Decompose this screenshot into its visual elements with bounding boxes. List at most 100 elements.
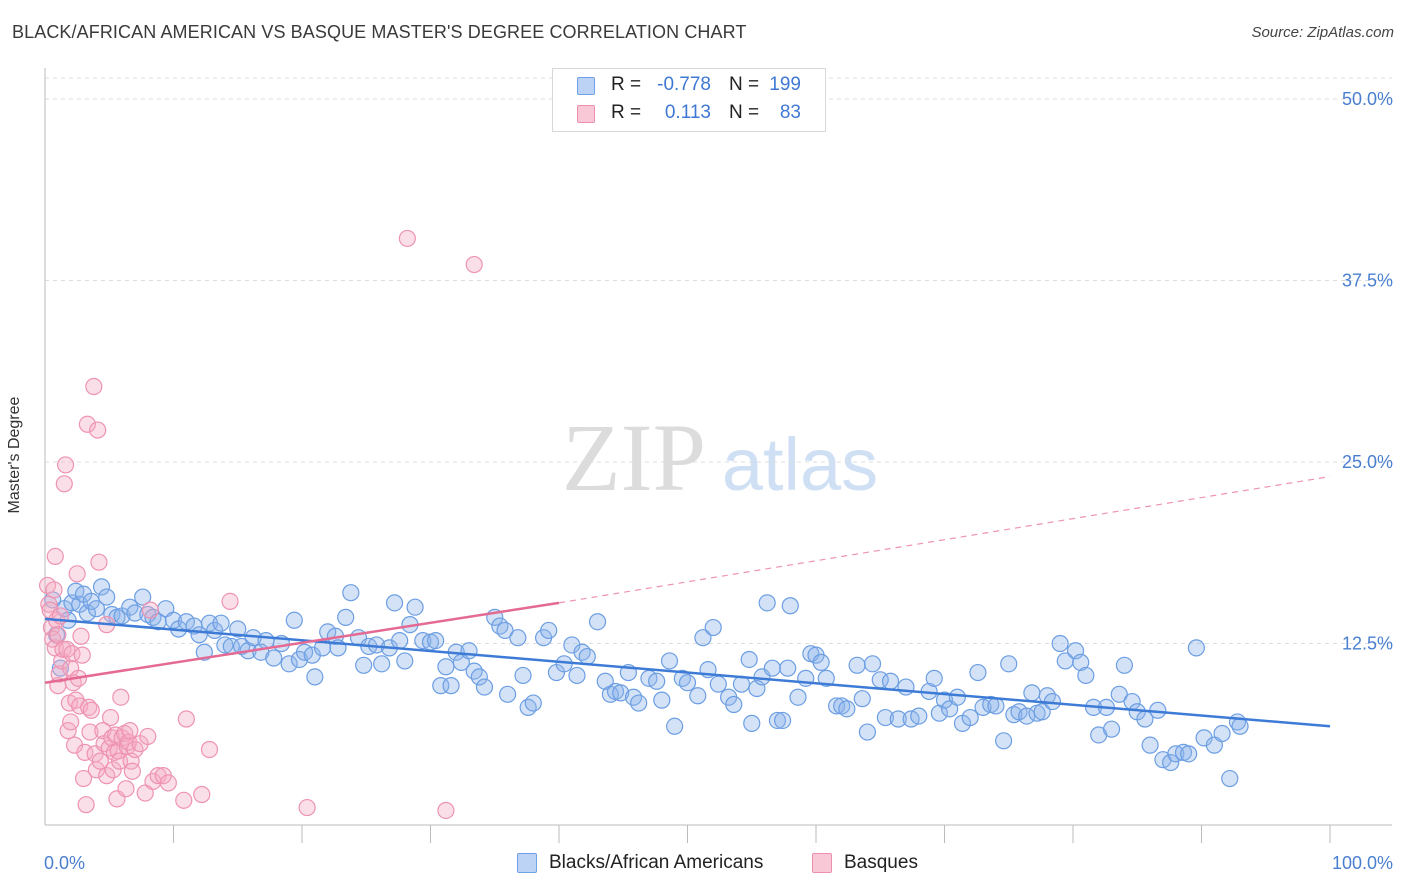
series-swatch-pink [812, 853, 832, 873]
y-tick-label: 25.0% [1342, 452, 1393, 472]
point-basques [139, 727, 157, 746]
point-basques [141, 601, 159, 619]
point-blacks [948, 688, 966, 706]
point-blacks [373, 655, 391, 673]
point-basques [117, 780, 135, 798]
point-blacks [396, 652, 414, 670]
point-blacks [588, 613, 607, 631]
point-blacks [653, 691, 671, 709]
point-basques [101, 708, 120, 727]
point-blacks [768, 711, 787, 730]
point-blacks [596, 672, 614, 690]
point-blacks [1115, 656, 1134, 674]
point-blacks [1072, 653, 1090, 671]
legend-n-label: N = [729, 74, 760, 95]
point-blacks [475, 678, 494, 696]
legend-r-value: -0.778 [657, 74, 711, 95]
point-blacks [524, 694, 542, 712]
point-basques [80, 698, 98, 716]
point-basques [437, 801, 455, 820]
point-blacks [935, 691, 954, 709]
point-blacks [827, 697, 846, 715]
point-blacks [961, 708, 979, 727]
legend-swatch-pink [577, 105, 595, 123]
y-tick-label: 12.5% [1342, 634, 1393, 654]
point-blacks [853, 690, 871, 708]
point-blacks [969, 663, 987, 682]
point-blacks [725, 695, 743, 714]
point-basques [62, 713, 80, 731]
point-blacks [496, 621, 514, 640]
point-blacks [540, 621, 558, 640]
legend-swatch-blue [577, 77, 595, 95]
point-blacks [391, 632, 409, 650]
point-basques [46, 547, 64, 565]
point-blacks [499, 685, 517, 703]
trendline-basques-projection [558, 475, 1331, 604]
point-blacks [987, 697, 1005, 715]
y-tick-label: 37.5% [1342, 271, 1393, 291]
point-blacks [229, 620, 247, 638]
point-basques [104, 761, 122, 779]
point-blacks [1051, 634, 1069, 653]
point-basques [90, 553, 108, 571]
point-blacks [1187, 639, 1205, 657]
point-blacks [509, 629, 527, 647]
point-basques [298, 798, 316, 817]
chart-title: BLACK/AFRICAN AMERICAN VS BASQUE MASTER'… [12, 22, 747, 42]
point-basques [74, 769, 93, 788]
point-blacks [385, 594, 404, 612]
point-blacks [460, 642, 478, 660]
point-blacks [514, 666, 532, 685]
point-blacks [306, 668, 324, 686]
point-basques [72, 627, 90, 645]
point-blacks [678, 674, 697, 692]
point-blacks [1102, 720, 1121, 738]
point-blacks [704, 618, 722, 637]
point-blacks [1221, 769, 1239, 788]
point-basques [123, 762, 141, 780]
point-blacks [578, 647, 596, 666]
point-blacks [216, 636, 234, 654]
point-blacks [212, 614, 230, 632]
point-blacks [817, 669, 835, 687]
point-blacks [789, 688, 807, 706]
point-blacks [1213, 724, 1231, 743]
series-legend: Blacks/African Americans Basques [0, 852, 1406, 878]
series-legend-label: Blacks/African Americans [549, 852, 764, 873]
watermark-atlas: atlas [722, 423, 878, 506]
point-blacks [758, 594, 776, 612]
point-basques [85, 377, 103, 396]
point-blacks [470, 668, 488, 686]
point-blacks [740, 650, 758, 669]
legend-row-basques: R = 0.113 N = 83 [553, 102, 825, 128]
point-blacks [337, 608, 355, 626]
legend-n-value: 83 [779, 102, 801, 123]
point-basques [45, 581, 63, 599]
point-blacks [709, 675, 727, 693]
point-blacks [280, 655, 298, 673]
point-basques [54, 640, 72, 658]
point-basques [78, 415, 97, 433]
point-blacks [1023, 684, 1041, 702]
legend-r-label: R = [611, 74, 642, 95]
point-basques [82, 701, 100, 719]
watermark-zip: ZIP [562, 404, 706, 511]
point-blacks [98, 588, 116, 606]
point-blacks [689, 687, 707, 705]
point-basques [175, 791, 193, 809]
point-basques [221, 592, 239, 611]
point-basques [98, 767, 116, 785]
point-blacks [995, 732, 1013, 750]
point-blacks [930, 704, 948, 722]
point-blacks [437, 658, 455, 676]
point-blacks [648, 672, 666, 690]
point-blacks [781, 597, 799, 615]
point-blacks [858, 723, 877, 741]
point-blacks [812, 653, 830, 671]
point-blacks [342, 584, 360, 602]
point-blacks [442, 677, 460, 695]
point-blacks [1180, 745, 1198, 763]
legend-row-blacks: R = -0.778 N = 199 [553, 74, 825, 100]
